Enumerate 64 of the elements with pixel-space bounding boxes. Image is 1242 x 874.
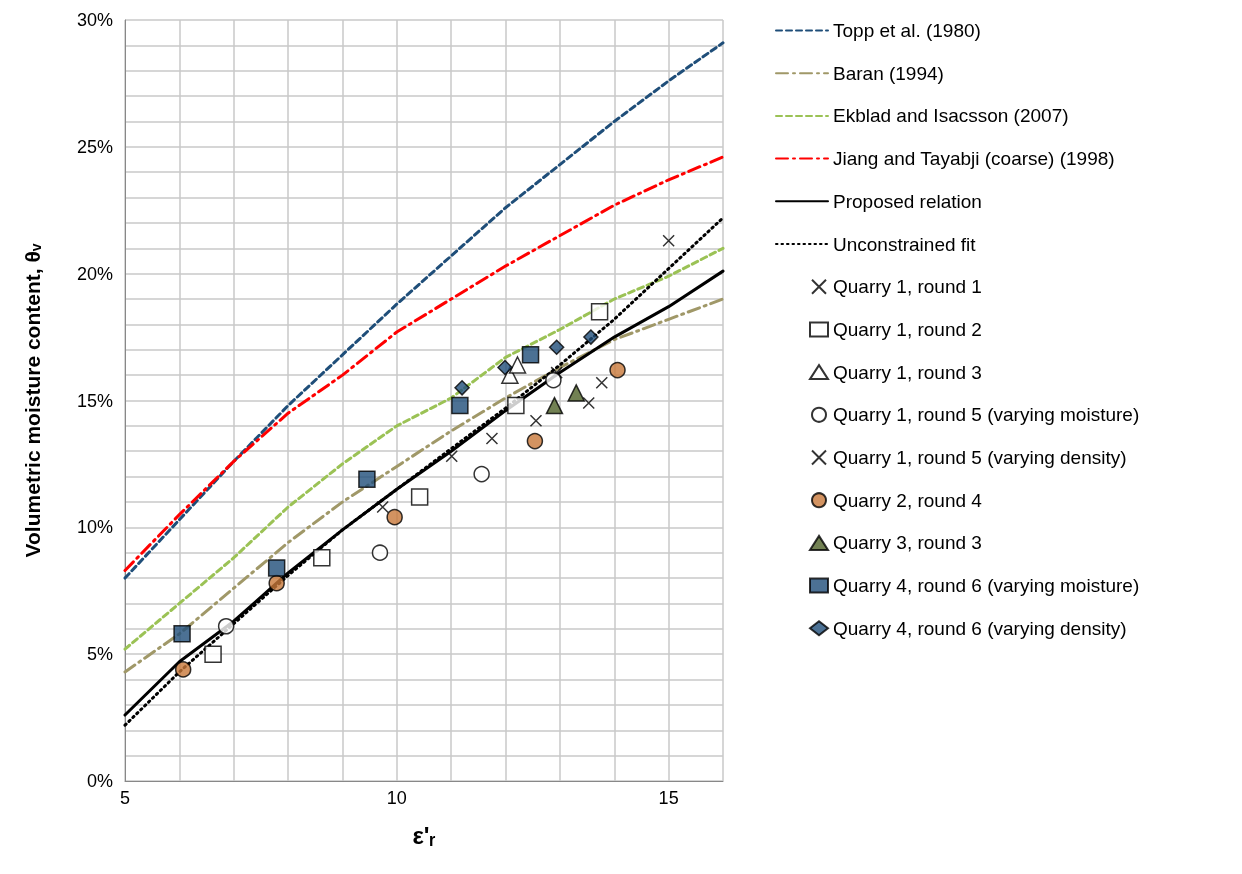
point <box>590 302 609 321</box>
legend-label: Quarry 1, round 3 <box>833 361 982 383</box>
x-tick-label: 10 <box>386 788 407 808</box>
line-series <box>123 41 725 580</box>
point <box>268 574 285 592</box>
x-axis-title: ε'ᵣ <box>412 821 436 849</box>
legend-label: Baran (1994) <box>833 62 944 84</box>
point <box>473 465 490 483</box>
y-tick-label: 20% <box>76 263 113 284</box>
point <box>609 361 626 379</box>
point <box>526 432 544 450</box>
point <box>445 450 458 463</box>
point <box>454 380 470 396</box>
point <box>595 376 609 389</box>
y-tick-label: 25% <box>76 136 113 157</box>
point <box>371 544 389 561</box>
legend-label: Quarry 1, round 2 <box>833 318 982 340</box>
point <box>451 396 469 415</box>
point <box>583 329 599 345</box>
point <box>410 488 429 506</box>
point <box>545 396 564 415</box>
point <box>376 500 389 514</box>
point <box>386 508 403 526</box>
point <box>485 432 499 445</box>
legend-label: Quarry 4, round 6 (varying density) <box>833 617 1127 639</box>
line-series <box>123 297 725 674</box>
point <box>529 414 543 428</box>
point <box>567 384 585 402</box>
legend-label: Unconstrained fit <box>833 233 977 255</box>
legend-label: Ekblad and Isacsson (2007) <box>833 105 1069 127</box>
legend-label: Quarry 1, round 1 <box>833 276 982 298</box>
legend-label: Topp et al. (1980) <box>833 20 981 41</box>
point <box>173 625 191 643</box>
point <box>550 366 563 379</box>
point <box>313 549 331 567</box>
y-tick-label: 15% <box>76 390 113 411</box>
legend-label: Quarry 1, round 5 (varying moisture) <box>833 404 1140 426</box>
x-tick-label: 15 <box>658 788 679 808</box>
point <box>507 396 525 415</box>
point <box>548 339 565 355</box>
legend-label: Quarry 1, round 5 (varying density) <box>833 447 1127 468</box>
point <box>582 396 595 410</box>
point <box>545 371 562 389</box>
point <box>174 661 192 678</box>
x-tick-label: 5 <box>119 788 131 808</box>
line-series <box>123 246 725 651</box>
y-tick-label: 5% <box>86 644 113 665</box>
y-tick-label: 30% <box>76 10 113 30</box>
point <box>521 346 540 364</box>
point <box>662 234 675 247</box>
y-tick-label: 0% <box>86 771 113 791</box>
legend-label: Quarry 4, round 6 (varying moisture) <box>833 575 1140 597</box>
point <box>267 559 286 577</box>
legend-label: Quarry 3, round 3 <box>833 532 982 554</box>
point <box>217 618 235 635</box>
legend-label: Quarry 2, round 4 <box>833 489 983 511</box>
legend-label: Proposed relation <box>833 190 982 212</box>
point <box>358 470 376 488</box>
legend-label: Jiang and Tayabji (coarse) (1998) <box>833 148 1115 170</box>
point <box>497 359 513 376</box>
line-series <box>123 155 725 572</box>
point <box>204 645 222 663</box>
y-tick-label: 10% <box>76 517 113 538</box>
y-axis-title: Volumetric moisture content, θᵥ <box>21 243 44 558</box>
